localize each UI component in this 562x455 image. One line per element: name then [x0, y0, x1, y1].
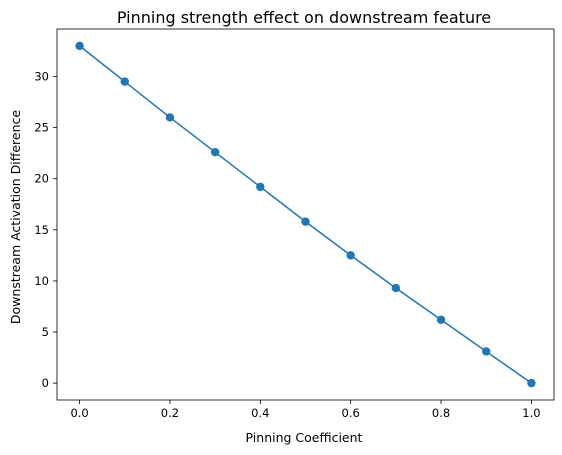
y-axis-label: Downstream Activation Difference — [8, 110, 23, 325]
data-point — [436, 315, 446, 324]
data-point — [301, 217, 310, 226]
y-tick-label: 0 — [42, 376, 49, 390]
x-tick-label: 1.0 — [522, 406, 540, 420]
data-point — [256, 182, 265, 192]
data-point — [346, 251, 355, 260]
data-point — [165, 113, 175, 122]
x-tick-label: 0.4 — [251, 406, 269, 420]
x-tick-label: 0.8 — [432, 406, 450, 420]
y-tick-label: 20 — [34, 172, 49, 186]
y-tick-label: 15 — [34, 223, 49, 237]
data-point — [75, 41, 84, 51]
x-tick-label: 0.2 — [161, 406, 179, 420]
x-axis-label: Pinning Coefficient — [246, 430, 363, 445]
plot-frame — [56, 28, 555, 401]
series-line — [79, 45, 532, 384]
y-tick-label: 5 — [42, 325, 49, 339]
x-tick-label: 0.6 — [342, 406, 360, 420]
data-point — [527, 378, 536, 388]
data-point — [210, 147, 220, 157]
data-point — [391, 283, 401, 293]
data-point — [120, 77, 129, 86]
series-layer — [75, 41, 536, 388]
x-tick-label: 0.0 — [70, 406, 88, 420]
ticks-layer: 0.0 0.2 0.4 0.6 0.8 1.0 0 5 10 15 20 25 30 — [34, 70, 540, 420]
y-tick-label: 30 — [34, 70, 49, 84]
y-tick-label: 10 — [34, 274, 49, 288]
chart-title: Pinning strength effect on downstream fe… — [117, 8, 491, 27]
y-tick-label: 25 — [34, 121, 49, 135]
data-point — [482, 347, 491, 356]
